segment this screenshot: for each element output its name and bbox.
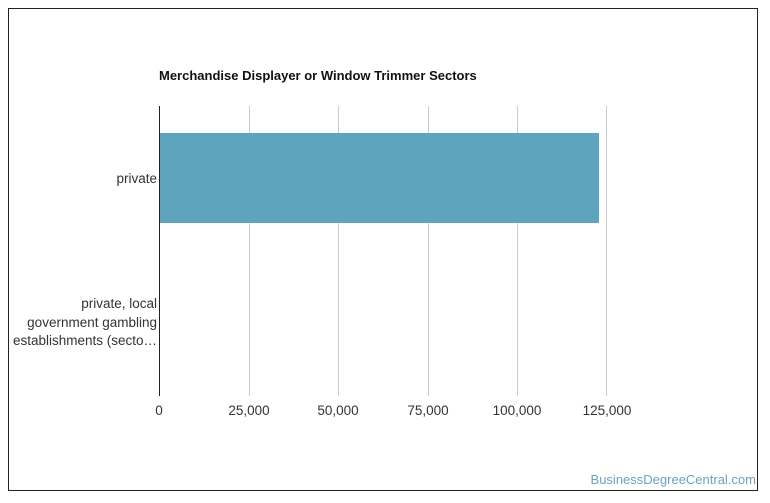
- y-axis-line: [159, 106, 160, 396]
- category-label-line: government gambling: [27, 314, 157, 330]
- category-label-line: private: [116, 171, 157, 186]
- watermark-link[interactable]: BusinessDegreeCentral.com: [590, 472, 756, 487]
- x-tick-label: 50,000: [317, 403, 359, 418]
- x-tick-label: 25,000: [228, 403, 270, 418]
- chart-title: Merchandise Displayer or Window Trimmer …: [159, 68, 477, 83]
- category-label-line: private, local: [81, 296, 157, 311]
- x-tick-label: 100,000: [492, 403, 542, 418]
- gridline: [338, 106, 340, 396]
- bar-private[interactable]: [159, 133, 600, 223]
- gridline: [606, 106, 607, 396]
- chart-frame: [8, 8, 758, 491]
- category-label-private: private: [116, 170, 157, 189]
- plot-area: [159, 106, 607, 396]
- category-label-private-local: private, local government gambling estab…: [13, 295, 157, 351]
- gridline: [248, 106, 250, 396]
- gridline: [517, 106, 519, 396]
- x-tick-label: 75,000: [407, 403, 449, 418]
- category-label-line: establishments (secto…: [12, 333, 157, 348]
- x-tick-label: 125,000: [582, 403, 632, 418]
- x-tick-label: 0: [155, 403, 163, 418]
- gridline: [427, 106, 429, 396]
